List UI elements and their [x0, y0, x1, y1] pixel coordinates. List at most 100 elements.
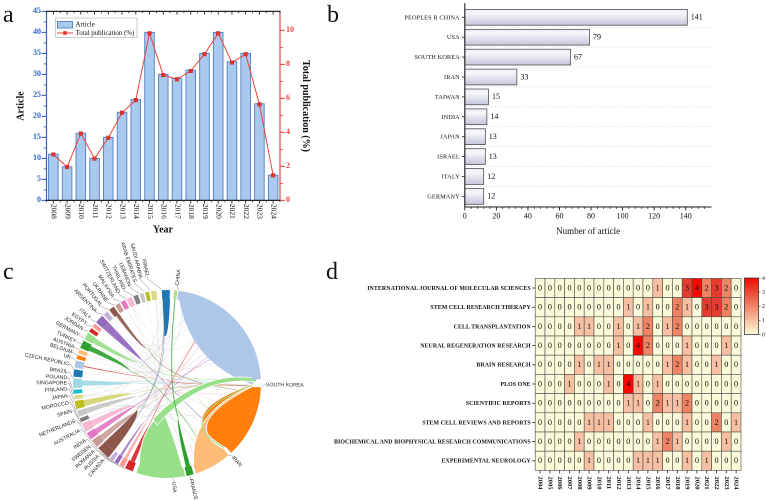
- svg-text:2013: 2013: [118, 204, 127, 219]
- svg-text:0: 0: [705, 437, 709, 446]
- svg-text:0: 0: [724, 322, 728, 331]
- svg-text:1: 1: [656, 437, 660, 446]
- svg-text:PLOS ONE: PLOS ONE: [500, 382, 530, 388]
- svg-text:2015: 2015: [644, 476, 651, 490]
- svg-text:0: 0: [734, 379, 738, 388]
- svg-text:2011: 2011: [91, 204, 100, 219]
- svg-text:1: 1: [616, 322, 620, 331]
- svg-text:2014: 2014: [132, 204, 141, 219]
- svg-text:2: 2: [724, 303, 728, 312]
- svg-text:0: 0: [665, 379, 669, 388]
- svg-text:12: 12: [487, 172, 495, 181]
- svg-text:0: 0: [626, 456, 630, 465]
- svg-text:0: 0: [558, 283, 562, 292]
- svg-text:1: 1: [577, 437, 581, 446]
- svg-text:0: 0: [724, 418, 728, 427]
- svg-text:0: 0: [597, 399, 601, 408]
- svg-text:1: 1: [656, 283, 660, 292]
- svg-text:1: 1: [587, 322, 591, 331]
- svg-text:2018: 2018: [674, 476, 681, 490]
- svg-text:0: 0: [548, 322, 552, 331]
- svg-text:4: 4: [626, 379, 630, 388]
- svg-text:JAPAN: JAPAN: [51, 394, 68, 402]
- svg-text:0: 0: [548, 456, 552, 465]
- svg-text:GERMANY: GERMANY: [427, 193, 460, 200]
- svg-text:1: 1: [607, 418, 611, 427]
- svg-text:0: 0: [714, 456, 718, 465]
- svg-text:0: 0: [685, 379, 689, 388]
- svg-text:0: 0: [734, 437, 738, 446]
- svg-text:1: 1: [656, 456, 660, 465]
- svg-text:33: 33: [520, 72, 528, 81]
- svg-text:0: 0: [607, 283, 611, 292]
- svg-text:2008: 2008: [50, 204, 59, 219]
- svg-text:JAPAN: JAPAN: [440, 134, 460, 141]
- svg-text:0: 0: [548, 399, 552, 408]
- svg-text:0: 0: [538, 283, 542, 292]
- svg-text:0: 0: [626, 418, 630, 427]
- svg-text:Article: Article: [76, 22, 95, 29]
- svg-text:2016: 2016: [160, 204, 169, 219]
- svg-text:2: 2: [656, 399, 660, 408]
- svg-text:0: 0: [714, 379, 718, 388]
- svg-text:0: 0: [577, 341, 581, 350]
- svg-text:FINLAND: FINLAND: [45, 387, 68, 394]
- svg-text:0: 0: [705, 418, 709, 427]
- svg-text:1: 1: [705, 456, 709, 465]
- svg-text:0: 0: [538, 399, 542, 408]
- svg-text:USA: USA: [170, 482, 177, 494]
- svg-text:3: 3: [762, 290, 765, 296]
- svg-text:1: 1: [685, 418, 689, 427]
- svg-text:1: 1: [616, 341, 620, 350]
- svg-text:0: 0: [724, 360, 728, 369]
- svg-text:2017: 2017: [173, 204, 182, 219]
- svg-text:SOUTH KOREA: SOUTH KOREA: [266, 382, 304, 388]
- svg-text:4: 4: [636, 341, 640, 350]
- svg-text:d: d: [326, 259, 338, 285]
- svg-text:141: 141: [691, 13, 703, 22]
- svg-text:0: 0: [548, 379, 552, 388]
- svg-text:2012: 2012: [105, 204, 114, 219]
- svg-text:0: 0: [538, 341, 542, 350]
- svg-text:0: 0: [548, 437, 552, 446]
- svg-text:PEOPLES R CHINA: PEOPLES R CHINA: [404, 14, 460, 21]
- svg-text:1: 1: [656, 379, 660, 388]
- svg-text:0: 0: [724, 379, 728, 388]
- svg-text:8: 8: [286, 59, 290, 68]
- svg-text:1: 1: [734, 418, 738, 427]
- svg-text:0: 0: [656, 418, 660, 427]
- svg-text:0: 0: [675, 456, 679, 465]
- svg-text:STEM CELL RESEARCH THERAPY: STEM CELL RESEARCH THERAPY: [430, 305, 531, 311]
- svg-text:10: 10: [286, 25, 294, 34]
- svg-text:2020: 2020: [214, 204, 223, 219]
- svg-text:1: 1: [607, 379, 611, 388]
- svg-text:BIOCHEMICAL AND BIOPHYSICAL RE: BIOCHEMICAL AND BIOPHYSICAL RESEARCH COM…: [334, 439, 531, 445]
- svg-text:0: 0: [636, 360, 640, 369]
- svg-text:0: 0: [626, 437, 630, 446]
- svg-text:0: 0: [548, 360, 552, 369]
- svg-text:15: 15: [492, 92, 500, 101]
- svg-text:0: 0: [685, 437, 689, 446]
- svg-text:Total publication (%): Total publication (%): [300, 60, 311, 152]
- svg-text:1: 1: [646, 456, 650, 465]
- svg-text:1: 1: [587, 418, 591, 427]
- svg-text:0: 0: [762, 332, 765, 338]
- svg-text:0: 0: [577, 456, 581, 465]
- svg-text:0: 0: [286, 195, 290, 204]
- svg-text:Year: Year: [153, 225, 174, 236]
- svg-text:6: 6: [286, 93, 290, 102]
- svg-text:2010: 2010: [77, 204, 86, 219]
- svg-text:0: 0: [695, 341, 699, 350]
- svg-text:SPAIN: SPAIN: [56, 409, 72, 419]
- svg-text:1: 1: [636, 399, 640, 408]
- svg-text:0: 0: [675, 418, 679, 427]
- svg-text:20: 20: [33, 111, 41, 120]
- svg-text:0: 0: [558, 322, 562, 331]
- svg-text:0: 0: [597, 303, 601, 312]
- svg-text:0: 0: [567, 303, 571, 312]
- svg-text:0: 0: [646, 360, 650, 369]
- svg-text:1: 1: [636, 456, 640, 465]
- svg-text:2: 2: [705, 283, 709, 292]
- svg-text:2010: 2010: [595, 476, 602, 490]
- svg-text:3: 3: [714, 303, 718, 312]
